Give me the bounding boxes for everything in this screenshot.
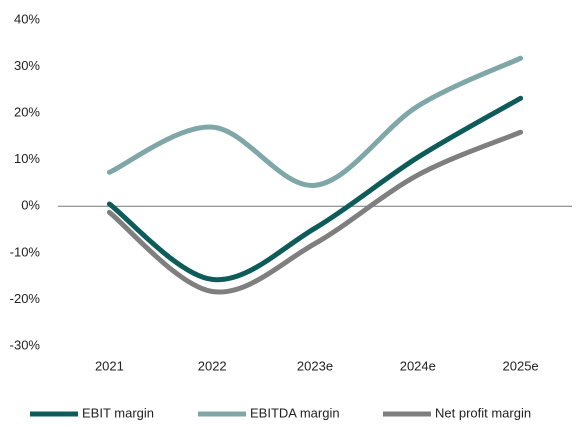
- legend-label: EBIT margin: [82, 405, 154, 420]
- y-tick-label: -10%: [10, 244, 41, 259]
- y-tick-label: 30%: [14, 58, 40, 73]
- y-tick-label: 0%: [21, 198, 40, 213]
- y-tick-label: 20%: [14, 105, 40, 120]
- series-line: [106, 95, 524, 283]
- x-tick-label: 2021: [95, 358, 124, 373]
- x-tick-label: 2024e: [400, 358, 436, 373]
- x-tick-label: 2022: [198, 358, 227, 373]
- y-tick-label: 40%: [14, 11, 40, 26]
- series-line: [106, 129, 524, 295]
- x-tick-label: 2025e: [503, 358, 539, 373]
- y-tick-label: 10%: [14, 151, 40, 166]
- y-tick-label: -30%: [10, 337, 41, 352]
- series-line: [106, 55, 524, 188]
- y-tick-label: -20%: [10, 291, 41, 306]
- x-tick-label: 2023e: [297, 358, 333, 373]
- legend-label: Net profit margin: [435, 405, 531, 420]
- legend-label: EBITDA margin: [250, 405, 340, 420]
